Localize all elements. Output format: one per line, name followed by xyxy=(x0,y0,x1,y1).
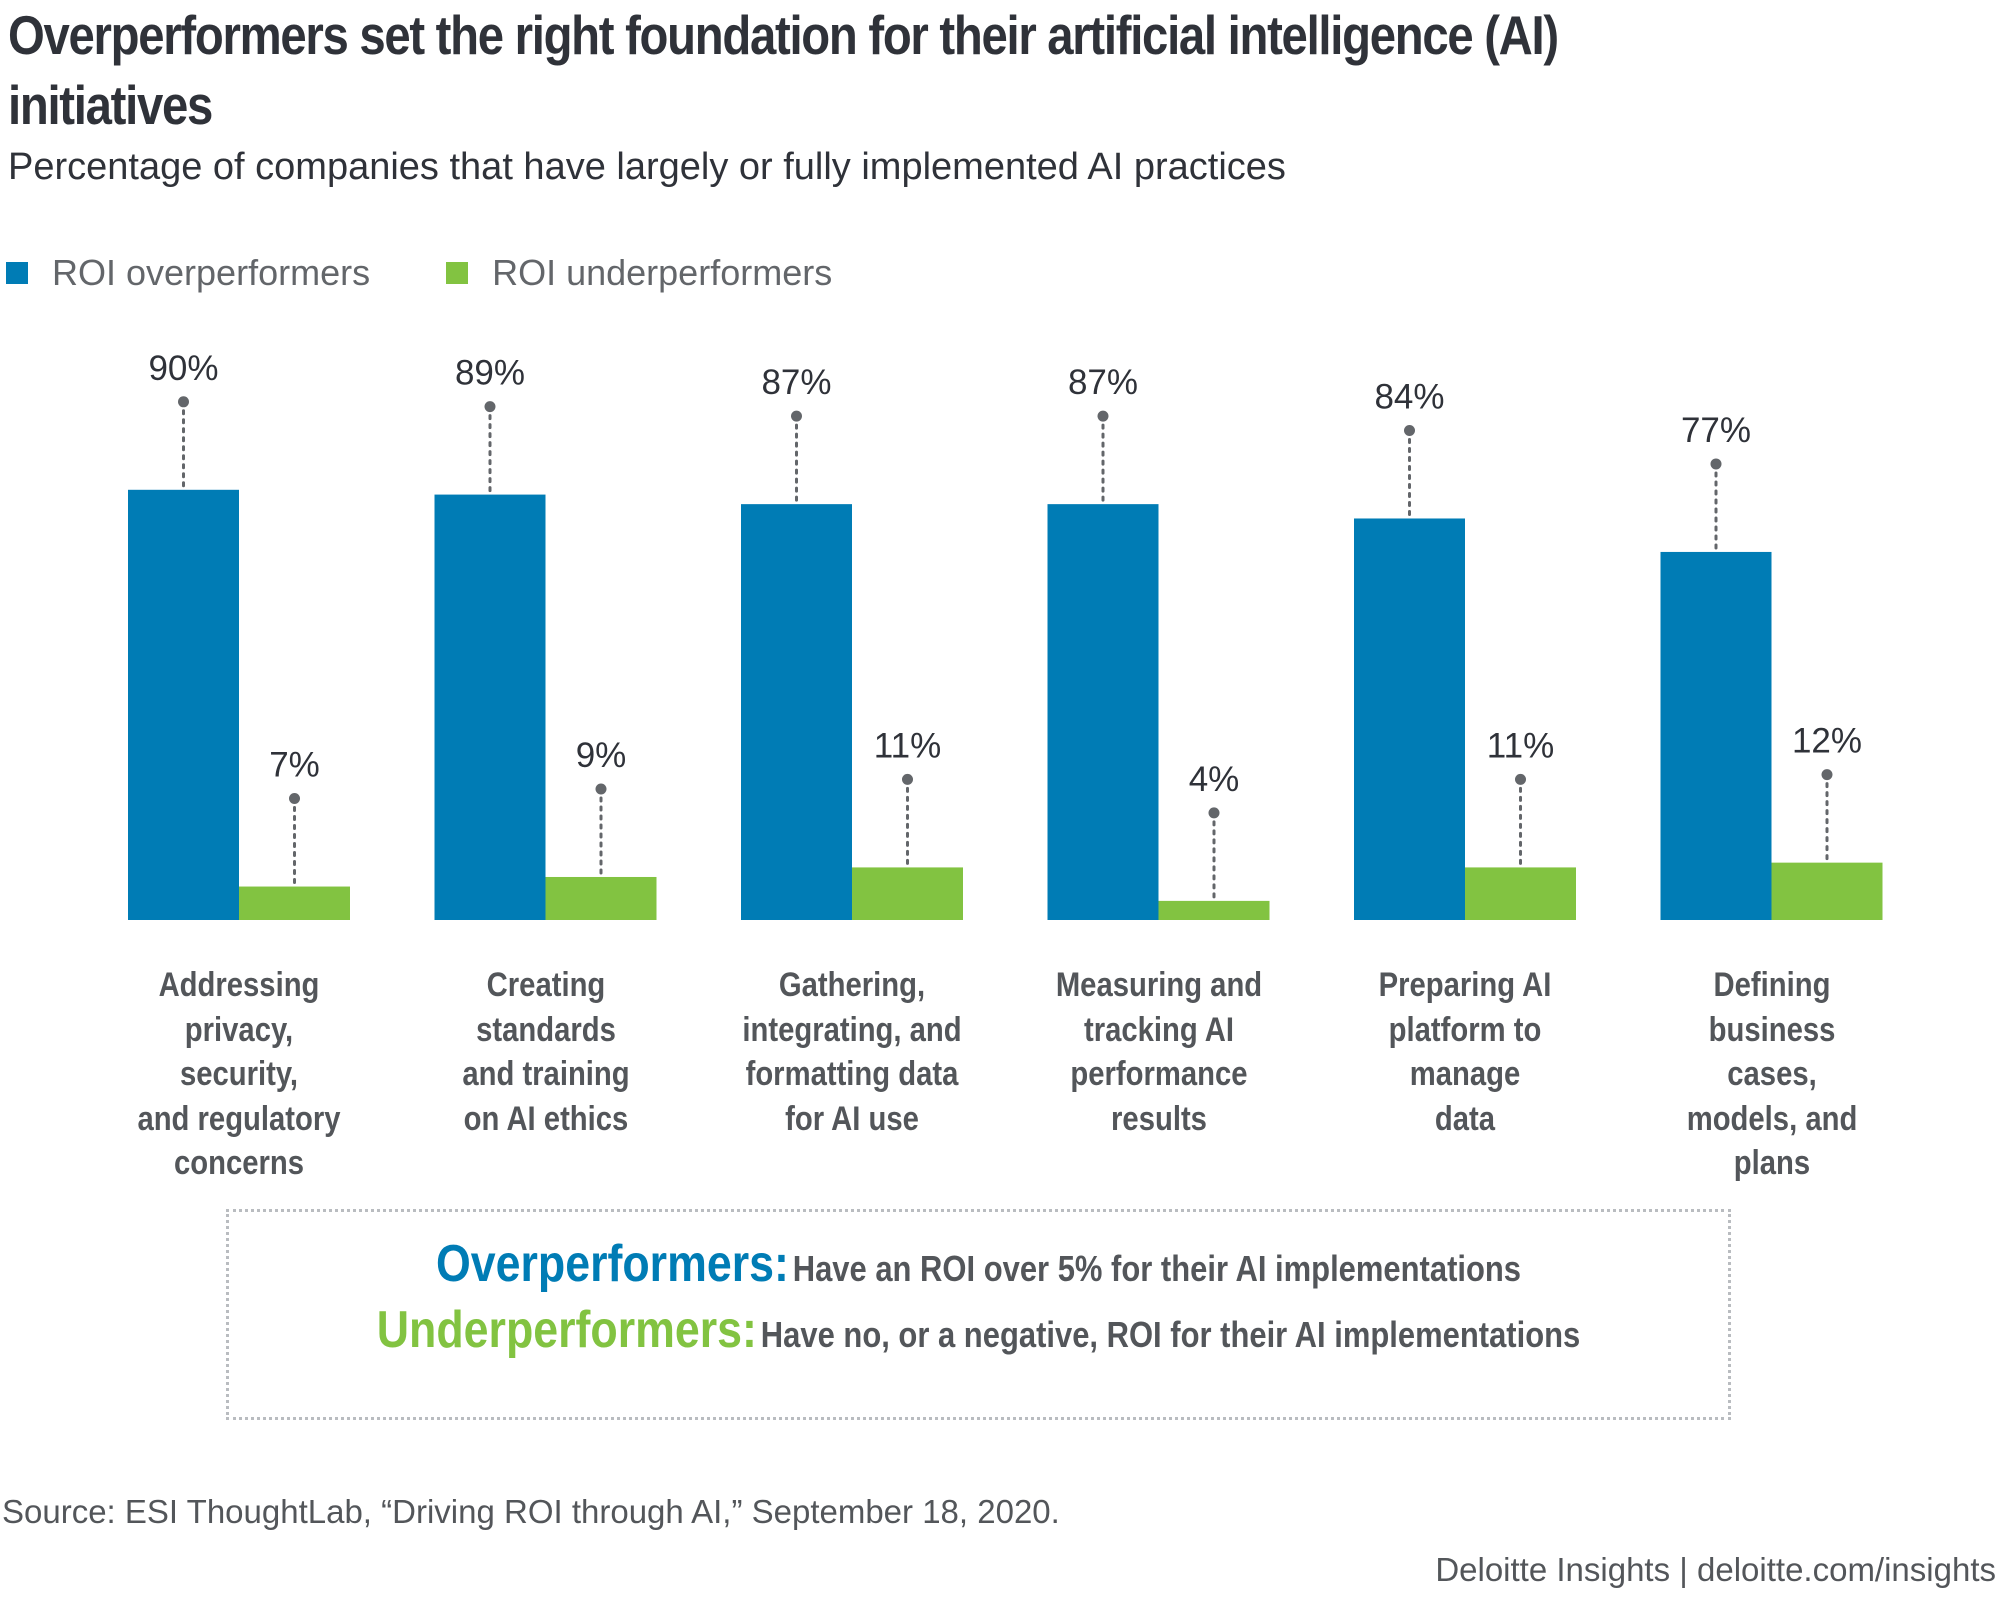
bar-underperformers xyxy=(239,886,350,920)
category-label-line: and regulatory xyxy=(137,1099,341,1138)
data-label: 77% xyxy=(1681,411,1751,450)
data-label: 84% xyxy=(1374,377,1444,416)
category-label-line: data xyxy=(1434,1099,1496,1138)
definition-text: Have an ROI over 5% for their AI impleme… xyxy=(792,1248,1522,1289)
category-label-line: platform to xyxy=(1388,1010,1542,1049)
legend-item-overperformers: ROI overperformers xyxy=(6,252,370,294)
legend-label: ROI overperformers xyxy=(52,252,371,293)
bar-overperformers xyxy=(1660,551,1772,920)
data-label: 89% xyxy=(455,354,525,393)
legend-swatch-green xyxy=(446,262,469,284)
data-label: 90% xyxy=(148,349,218,388)
category-label: Defining business cases, models, and plans xyxy=(1660,963,1884,1186)
chart-title: Overperformers set the right foundation … xyxy=(8,4,1559,136)
legend: ROI overperformers ROI underperformers xyxy=(6,252,908,294)
category-label-line: results xyxy=(1110,1099,1207,1138)
data-label: 7% xyxy=(269,746,320,785)
source-note: Source: ESI ThoughtLab, “Driving ROI thr… xyxy=(2,1493,1060,1530)
category-label-line: privacy, security, xyxy=(179,1010,299,1094)
definitions-box: Overperformers: Have an ROI over 5% for … xyxy=(226,1209,1731,1420)
bar-underperformers xyxy=(545,876,657,920)
marker-dot xyxy=(791,410,802,422)
marker-dot xyxy=(289,793,300,805)
marker-dot xyxy=(1404,424,1415,436)
marker-dot xyxy=(1821,769,1833,781)
bar-overperformers xyxy=(1047,504,1159,920)
chart-subtitle: Percentage of companies that have largel… xyxy=(8,146,1286,188)
bar-chart: 90% 7% 89% 9% 87% 11% 87% 4% 84% 11% 77% 12% xyxy=(128,349,1883,920)
legend-label: ROI underperformers xyxy=(492,252,833,293)
category-label-line: Defining xyxy=(1713,966,1830,1004)
marker-dot xyxy=(178,396,189,408)
category-label: Measuring and tracking AI performance resul… xyxy=(1047,963,1271,1141)
category-label-line: performance xyxy=(1069,1055,1248,1093)
category-label-line: and training xyxy=(461,1055,630,1093)
marker-dot xyxy=(902,773,913,785)
category-label-line: plans xyxy=(1733,1144,1810,1182)
definition-underperformers: Underperformers: Have no, or a negative,… xyxy=(334,1300,1623,1360)
category-label-line: formatting data xyxy=(745,1055,959,1093)
category-label: Gathering, integrating, and formatting dat… xyxy=(740,963,964,1141)
legend-item-underperformers: ROI underperformers xyxy=(446,252,832,294)
bar-underperformers xyxy=(1158,900,1270,920)
category-label-line: Preparing AI xyxy=(1378,966,1552,1004)
bar-underperformers xyxy=(1465,867,1576,920)
category-label-line: Measuring and xyxy=(1055,966,1262,1004)
category-label: Creating standards and training on AI ethic… xyxy=(434,963,658,1141)
data-label: 87% xyxy=(1068,363,1138,402)
bar-overperformers xyxy=(1354,518,1465,920)
bar-group: 87% 11% xyxy=(741,363,963,920)
bar-overperformers xyxy=(434,494,546,920)
data-label: 11% xyxy=(1487,726,1554,765)
category-label-line: tracking AI xyxy=(1083,1010,1234,1049)
bar-group: 87% 4% xyxy=(1047,363,1270,920)
marker-dot xyxy=(1515,773,1526,785)
category-label-line: Gathering, xyxy=(778,966,926,1004)
data-label: 4% xyxy=(1189,760,1240,799)
marker-dot xyxy=(1710,458,1722,470)
definition-overperformers: Overperformers: Have an ROI over 5% for … xyxy=(334,1234,1623,1294)
bar-group: 77% 12% xyxy=(1660,411,1883,920)
definition-text: Have no, or a negative, ROI for their AI… xyxy=(760,1314,1581,1355)
data-label: 11% xyxy=(874,726,941,765)
legend-swatch-blue xyxy=(6,262,28,284)
data-label: 9% xyxy=(576,736,627,775)
category-label-line: manage xyxy=(1409,1055,1521,1093)
category-label-line: standards xyxy=(475,1010,616,1049)
bar-underperformers xyxy=(1771,862,1883,920)
data-label: 87% xyxy=(761,363,831,402)
bar-overperformers xyxy=(741,504,852,920)
bar-underperformers xyxy=(852,867,963,920)
definition-term: Overperformers: xyxy=(435,1235,789,1293)
data-label: 12% xyxy=(1792,722,1862,761)
category-label-line: models, and xyxy=(1686,1099,1857,1138)
category-label-line: concerns xyxy=(173,1144,305,1182)
marker-dot xyxy=(1097,410,1109,422)
category-label: Addressing privacy, security, and regulato… xyxy=(127,963,351,1186)
category-label-line: integrating, and xyxy=(742,1010,962,1049)
category-label-line: Creating xyxy=(486,966,605,1004)
category-label-line: Addressing xyxy=(158,966,320,1004)
marker-dot xyxy=(1208,807,1220,819)
bar-group: 84% 11% xyxy=(1354,377,1576,920)
marker-dot xyxy=(484,401,496,413)
bar-overperformers xyxy=(128,489,239,920)
bar-group: 90% 7% xyxy=(128,349,350,920)
category-label: Preparing AI platform to manage data xyxy=(1353,963,1577,1141)
category-label-line: on AI ethics xyxy=(463,1099,628,1138)
category-label-line: for AI use xyxy=(785,1099,919,1138)
brand-credit: Deloitte Insights | deloitte.com/insight… xyxy=(1435,1551,1996,1588)
bar-group: 89% 9% xyxy=(434,354,657,920)
category-label-line: business cases, xyxy=(1708,1010,1835,1094)
marker-dot xyxy=(595,783,607,795)
definition-term: Underperformers: xyxy=(376,1301,757,1359)
